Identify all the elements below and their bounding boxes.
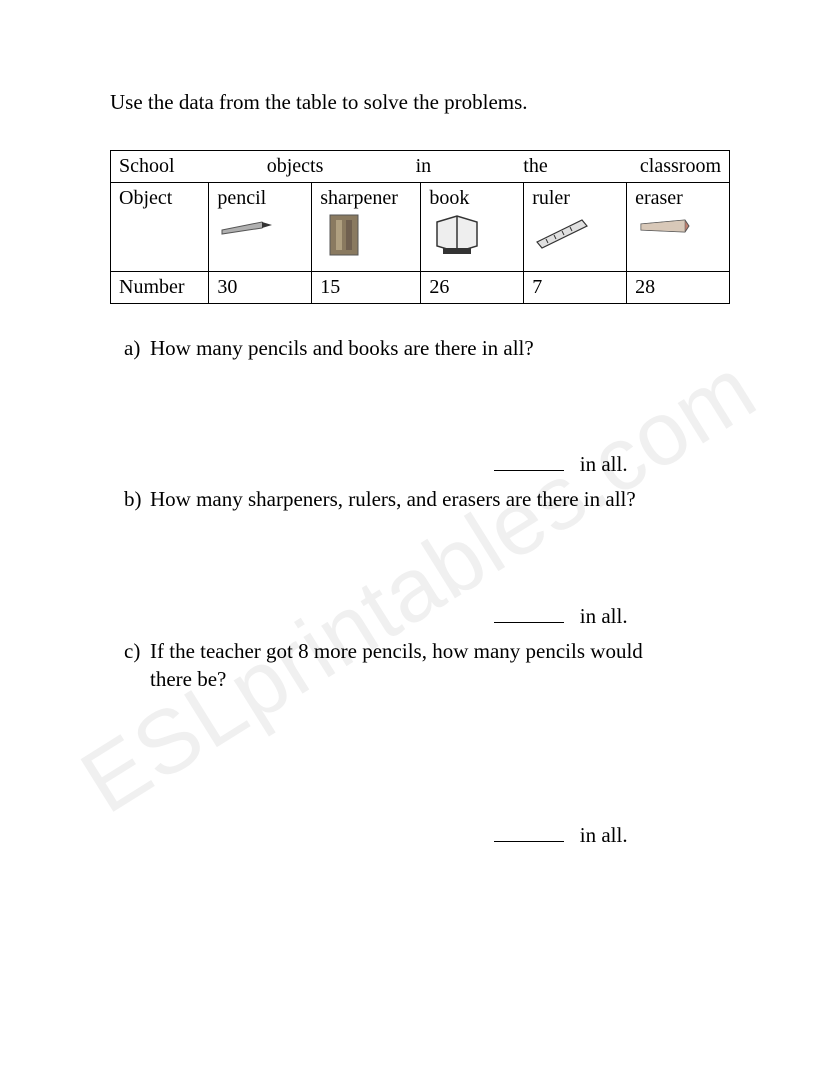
number-row: Number 30 15 26 7 28: [111, 272, 730, 304]
number-cell: 26: [421, 272, 524, 304]
question-text: How many sharpeners, rulers, and erasers…: [150, 487, 636, 511]
pencil-icon: [217, 212, 277, 252]
object-cell-eraser: eraser: [627, 183, 730, 272]
answer-line-b: in all.: [124, 604, 738, 629]
object-cell-sharpener: sharpener: [312, 183, 421, 272]
title-word: in: [416, 155, 432, 178]
object-cell-pencil: pencil: [209, 183, 312, 272]
question-label: b): [124, 485, 150, 513]
answer-line-a: in all.: [124, 452, 738, 477]
title-word: objects: [267, 155, 324, 178]
question-text-line2: there be?: [150, 665, 738, 693]
questions-block: a)How many pencils and books are there i…: [124, 334, 738, 848]
object-name: sharpener: [320, 187, 412, 210]
object-name: pencil: [217, 187, 303, 210]
object-name: book: [429, 187, 515, 210]
question-b: b)How many sharpeners, rulers, and erase…: [124, 485, 738, 513]
table-title-cell: School objects in the classroom: [111, 151, 730, 183]
answer-line-c: in all.: [124, 823, 738, 848]
question-label: c): [124, 637, 150, 665]
number-cell: 7: [524, 272, 627, 304]
book-icon: [429, 212, 489, 252]
object-name: ruler: [532, 187, 618, 210]
number-cell: 28: [627, 272, 730, 304]
object-name: eraser: [635, 187, 721, 210]
title-word: classroom: [640, 155, 721, 178]
number-cell: 30: [209, 272, 312, 304]
answer-suffix: in all.: [580, 604, 628, 628]
table-title-row: School objects in the classroom: [111, 151, 730, 183]
question-text: How many pencils and books are there in …: [150, 336, 534, 360]
question-c: c)If the teacher got 8 more pencils, how…: [124, 637, 738, 694]
instruction-text: Use the data from the table to solve the…: [110, 90, 738, 115]
question-label: a): [124, 334, 150, 362]
number-row-label: Number: [111, 272, 209, 304]
question-text: If the teacher got 8 more pencils, how m…: [150, 639, 643, 663]
worksheet-page: Use the data from the table to solve the…: [0, 0, 838, 848]
answer-suffix: in all.: [580, 452, 628, 476]
ruler-icon: [532, 212, 592, 252]
eraser-icon: [635, 212, 695, 252]
answer-suffix: in all.: [580, 823, 628, 847]
object-cell-book: book: [421, 183, 524, 272]
answer-blank[interactable]: [494, 827, 564, 842]
number-cell: 15: [312, 272, 421, 304]
object-row: Object pencil sharpener book rul: [111, 183, 730, 272]
school-objects-table: School objects in the classroom Object p…: [110, 150, 730, 304]
title-word: School: [119, 155, 175, 178]
object-cell-ruler: ruler: [524, 183, 627, 272]
answer-blank[interactable]: [494, 608, 564, 623]
title-word: the: [523, 155, 547, 178]
answer-blank[interactable]: [494, 456, 564, 471]
object-row-label: Object: [111, 183, 209, 272]
question-a: a)How many pencils and books are there i…: [124, 334, 738, 362]
sharpener-icon: [320, 212, 380, 252]
